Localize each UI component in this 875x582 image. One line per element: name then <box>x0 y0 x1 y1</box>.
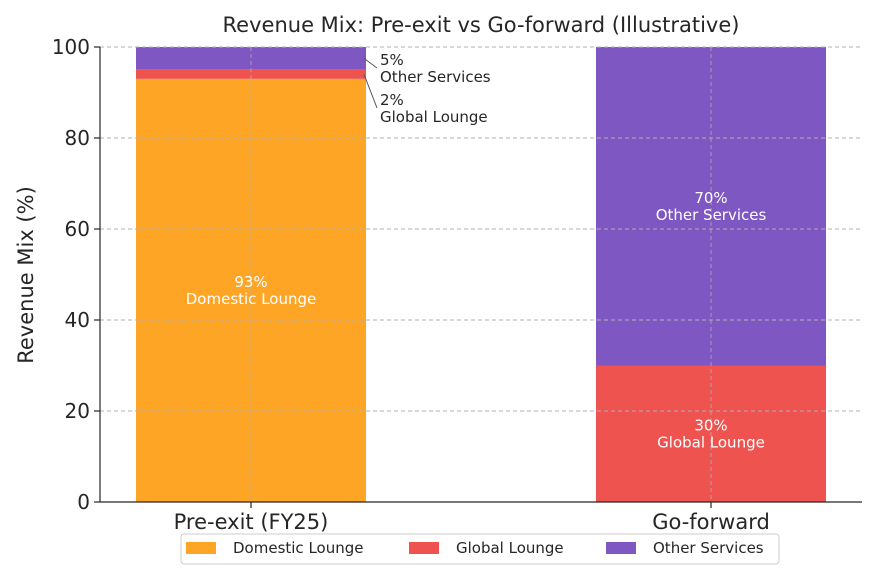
data-label: 5% Other Services <box>380 51 491 86</box>
y-tick-label: 0 <box>77 490 90 514</box>
axes: 0 20 40 60 80 100 Pre-exit (FY25) Go-forward <box>52 35 862 534</box>
bar-segment-domestic-lounge <box>136 78 366 502</box>
data-label-line: Global Lounge <box>380 108 488 126</box>
data-label: 70% Other Services <box>656 189 767 224</box>
legend-swatch <box>186 542 216 554</box>
data-label-line: 2% <box>380 91 404 109</box>
data-label-line: Other Services <box>656 206 767 224</box>
data-label: 2% Global Lounge <box>380 91 488 126</box>
chart-title: Revenue Mix: Pre-exit vs Go-forward (Ill… <box>223 13 740 37</box>
x-tick-label: Go-forward <box>652 510 770 534</box>
label-leader-lines <box>363 57 378 109</box>
legend-swatch <box>606 542 636 554</box>
y-tick-label: 40 <box>65 308 90 332</box>
data-label-line: 30% <box>694 417 727 435</box>
data-label-line: Domestic Lounge <box>186 290 316 308</box>
data-label-leader-line <box>363 57 378 69</box>
data-label-line: 70% <box>694 189 727 207</box>
legend-box <box>180 533 780 565</box>
legend-label: Other Services <box>653 539 764 557</box>
bars <box>136 47 826 502</box>
bar-segment-other-services <box>136 47 366 70</box>
y-axis-label: Revenue Mix (%) <box>14 186 38 364</box>
data-label: 93% Domestic Lounge <box>186 273 316 308</box>
legend-swatch <box>409 542 439 554</box>
bar-segment-global-lounge <box>136 69 366 79</box>
y-tick-label: 100 <box>52 35 90 59</box>
data-label-line: Other Services <box>380 68 491 86</box>
y-tick-label: 20 <box>65 399 90 423</box>
data-label-leader-line <box>363 74 378 109</box>
legend-label: Domestic Lounge <box>233 539 363 557</box>
bar-segment-other-services <box>596 47 826 366</box>
legend-label: Global Lounge <box>456 539 564 557</box>
data-label-line: 5% <box>380 51 404 69</box>
legend: Domestic Lounge Global Lounge Other Servic… <box>180 533 780 565</box>
data-label: 30% Global Lounge <box>657 417 765 452</box>
y-tick-label: 80 <box>65 126 90 150</box>
x-tick-label: Pre-exit (FY25) <box>174 510 329 534</box>
data-label-line: 93% <box>234 273 267 291</box>
y-tick-label: 60 <box>65 217 90 241</box>
data-label-line: Global Lounge <box>657 434 765 452</box>
